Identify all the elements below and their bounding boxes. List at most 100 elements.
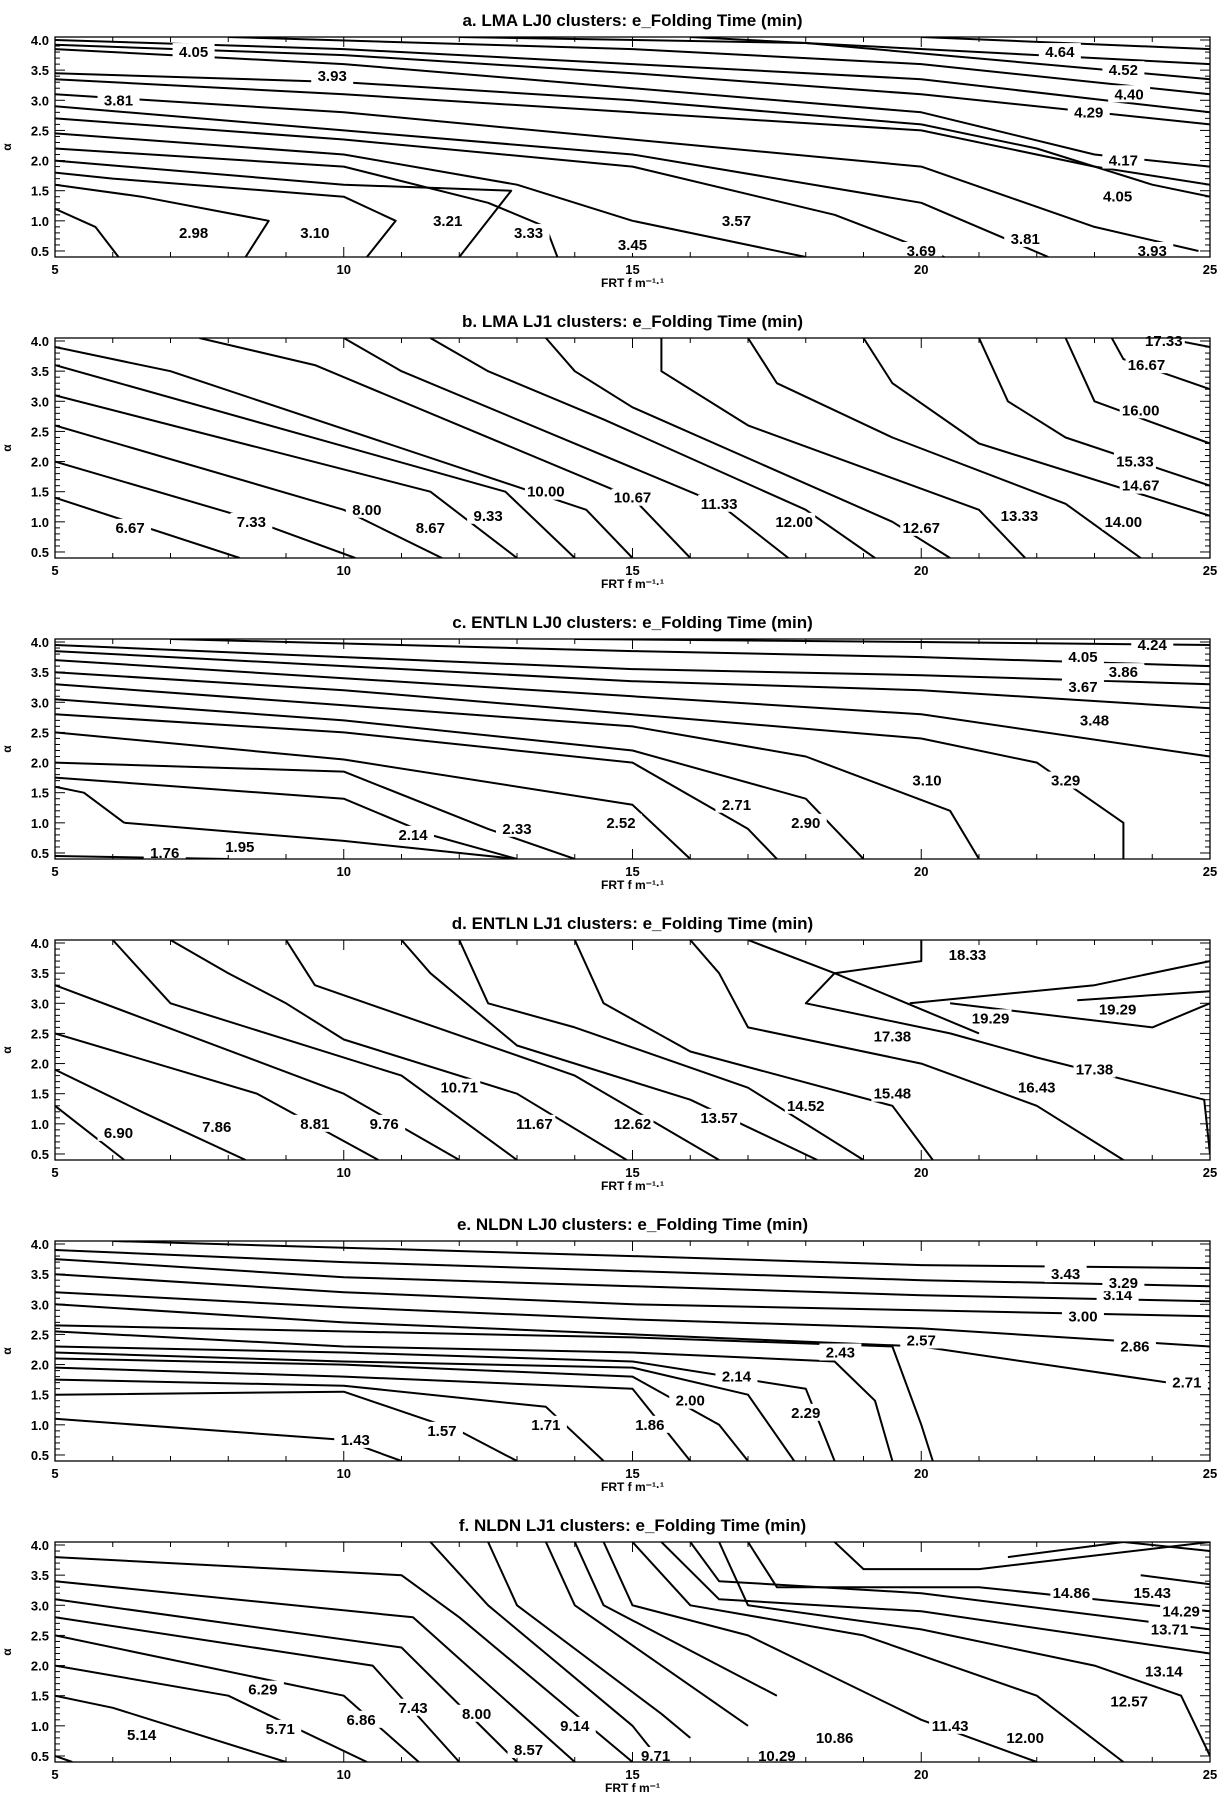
contour-label: 16.67 — [1128, 357, 1166, 374]
x-tick-label: 5 — [51, 1466, 58, 1481]
x-tick-label: 5 — [51, 563, 58, 578]
contour-label: 3.10 — [300, 225, 329, 242]
contour-label-bg — [773, 512, 816, 530]
contour-label-bg — [871, 1084, 914, 1102]
y-tick-label: 0.5 — [31, 846, 49, 861]
y-tick-label: 2.5 — [31, 123, 49, 138]
contour-line — [55, 171, 397, 257]
y-tick-label: 3.0 — [31, 1598, 49, 1613]
contour-label-bg — [392, 1698, 435, 1716]
contour-panel-c: c. ENTLN LJ0 clusters: e_Folding Time (m… — [0, 613, 1217, 892]
contour-line — [55, 1291, 1210, 1348]
contour-label: 7.86 — [202, 1119, 231, 1136]
contour-label: 10.86 — [816, 1730, 854, 1747]
contour-label-bg — [900, 518, 943, 536]
x-tick-label: 15 — [625, 1466, 639, 1481]
contour-line — [343, 338, 790, 558]
contour-line — [487, 1542, 691, 1739]
plot-frame — [54, 939, 1211, 1161]
contour-label-bg — [1131, 636, 1174, 654]
y-tick-label: 2.0 — [31, 756, 49, 771]
contour-label-bg — [172, 43, 215, 61]
y-tick-label: 1.5 — [31, 184, 49, 199]
contour-line — [544, 1542, 749, 1727]
contour-line — [55, 207, 120, 257]
contour-label: 4.05 — [179, 44, 208, 61]
contour-line — [55, 183, 270, 257]
y-tick-label: 4.0 — [31, 635, 49, 650]
contour-label: 7.43 — [398, 1700, 427, 1717]
y-tick-label: 3.0 — [31, 695, 49, 710]
contour-panel-b: b. LMA LJ1 clusters: e_Folding Time (min… — [0, 312, 1217, 591]
contour-label-bg — [1113, 452, 1156, 470]
x-tick-label: 5 — [51, 864, 58, 879]
contour-line — [112, 940, 518, 1160]
x-tick-label: 10 — [337, 262, 351, 277]
contour-label: 4.05 — [1068, 649, 1097, 666]
contour-label: 8.81 — [300, 1116, 329, 1133]
contour-label: 4.05 — [1103, 189, 1132, 206]
contour-label: 14.67 — [1122, 478, 1160, 495]
contour-label: 1.43 — [341, 1432, 370, 1449]
contour-label: 8.67 — [416, 520, 445, 537]
contour-panel-a: a. LMA LJ0 clusters: e_Folding Time (min… — [0, 11, 1217, 290]
y-tick-label: 2.0 — [31, 154, 49, 169]
contour-label: 11.67 — [516, 1116, 553, 1133]
contour-label-bg — [998, 506, 1041, 524]
contour-line — [921, 37, 1210, 51]
y-tick-label: 3.5 — [31, 1568, 49, 1583]
contour-label-bg — [1119, 401, 1162, 419]
y-tick-label: 2.5 — [31, 1026, 49, 1041]
contour-line — [55, 1694, 287, 1762]
contour-line — [429, 338, 876, 558]
contour-label-bg — [1113, 1337, 1156, 1355]
y-tick-label: 4.0 — [31, 1538, 49, 1553]
contour-line — [573, 1542, 778, 1697]
y-tick-label: 2.0 — [31, 455, 49, 470]
contour-label-bg — [1004, 1728, 1047, 1746]
contour-label: 3.43 — [1051, 1266, 1080, 1283]
contour-label: 3.93 — [1138, 243, 1167, 260]
y-tick-label: 3.0 — [31, 93, 49, 108]
contour-line — [55, 1303, 1210, 1390]
contour-line — [55, 147, 559, 257]
x-axis-label: FRT f m⁻¹ — [605, 1781, 660, 1795]
y-axis-label: α — [0, 1648, 14, 1656]
contour-label: 1.95 — [225, 839, 254, 856]
contour-line — [55, 644, 1210, 686]
x-tick-label: 15 — [625, 1165, 639, 1180]
x-axis-label: FRT f m⁻¹·¹ — [601, 878, 664, 892]
contour-line — [747, 1542, 1210, 1613]
contour-label-bg — [1038, 43, 1081, 61]
contour-lines — [55, 1241, 1210, 1461]
contour-line — [55, 1249, 1210, 1288]
contour-label-bg — [334, 1430, 377, 1448]
contour-line — [55, 424, 443, 558]
contour-line — [909, 960, 1210, 1005]
contour-label-bg — [715, 211, 758, 229]
contour-label-bg — [611, 488, 654, 506]
contour-lines — [55, 338, 1210, 558]
contour-label-bg — [819, 1343, 862, 1361]
contour-label: 14.52 — [787, 1098, 825, 1115]
contour-line — [631, 1542, 1125, 1762]
contour-label: 11.43 — [932, 1718, 969, 1735]
contour-line — [55, 1258, 1210, 1303]
contour-label: 3.81 — [1011, 231, 1040, 248]
contour-label-bg — [784, 1403, 827, 1421]
contour-label-bg — [1044, 1265, 1087, 1283]
contour-label-bg — [1004, 229, 1047, 247]
contour-label: 2.52 — [606, 815, 635, 832]
y-tick-label: 4.0 — [31, 33, 49, 48]
contour-line — [55, 1068, 247, 1160]
contour-label: 4.64 — [1045, 44, 1075, 61]
contour-label: 3.21 — [433, 213, 462, 230]
contour-label-bg — [524, 482, 567, 500]
contour-label: 3.29 — [1109, 1275, 1138, 1292]
contour-line — [833, 1542, 1210, 1571]
contour-label-bg — [1050, 1584, 1093, 1602]
contour-label-bg — [426, 211, 469, 229]
contour-label: 5.71 — [266, 1721, 295, 1738]
contour-label: 15.43 — [1133, 1585, 1171, 1602]
contour-label: 9.14 — [560, 1718, 590, 1735]
